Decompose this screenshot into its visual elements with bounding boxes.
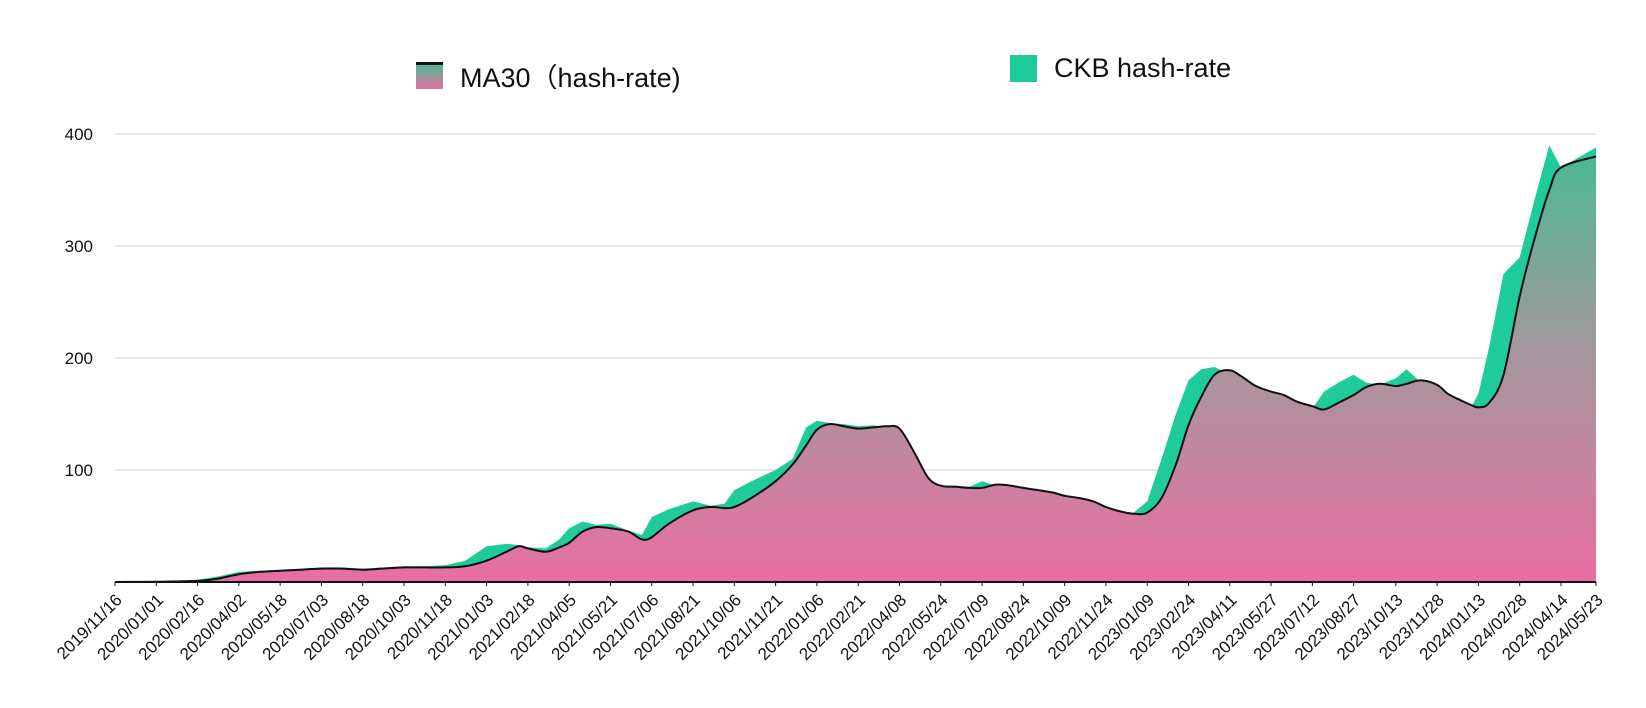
- y-tick-label: 400: [65, 125, 93, 144]
- y-axis: 100 200 300 400: [65, 125, 93, 480]
- legend-label-ckb: CKB hash-rate: [1054, 53, 1232, 83]
- y-tick-label: 200: [65, 349, 93, 368]
- legend-item-ma30: MA30（hash-rate): [416, 56, 681, 95]
- legend-item-ckb-hash-rate: CKB hash-rate: [1010, 53, 1231, 84]
- ma30-swatch: [416, 62, 443, 89]
- ckb-swatch: [1010, 55, 1037, 82]
- ma30-area: [115, 156, 1596, 582]
- y-tick-label: 300: [65, 237, 93, 256]
- y-tick-label: 100: [65, 461, 93, 480]
- x-axis: 2019/11/162020/01/012020/02/162020/04/02…: [53, 582, 1607, 664]
- ma30-line: [114, 155, 1597, 583]
- legend-label-ma30: MA30（hash-rate): [460, 63, 681, 93]
